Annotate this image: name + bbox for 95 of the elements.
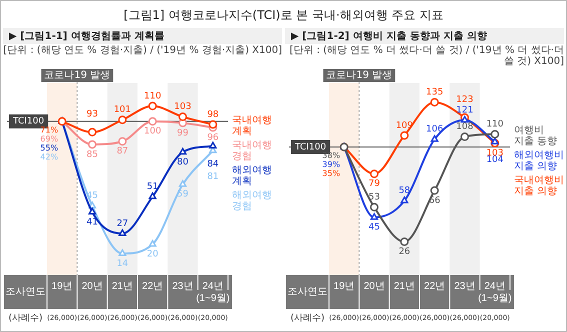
x-tick-label: 19년: [334, 280, 355, 292]
data-label: 110: [486, 120, 504, 130]
x-tick-label: 21년: [112, 280, 133, 292]
data-label: 104: [486, 155, 504, 166]
x-tick-label: 23년: [172, 280, 194, 292]
point: [430, 186, 439, 195]
data-label: 84: [207, 159, 219, 170]
data-label: 100: [144, 126, 162, 137]
point: [209, 142, 217, 148]
point: [430, 98, 439, 106]
x-tick-label: 20년: [364, 280, 385, 292]
point: [400, 131, 409, 140]
point: [400, 237, 409, 246]
x-tick-label: 24년 (1~9월): [196, 280, 230, 304]
annotation: 42%: [40, 152, 58, 162]
x-axis-title: 조사연도: [6, 286, 46, 298]
data-label: 45: [368, 222, 380, 233]
data-label: 96: [207, 132, 219, 143]
point: [370, 170, 378, 178]
data-label: 58: [398, 186, 410, 196]
band-label: 코로나19 발생: [44, 70, 110, 82]
data-label: 51: [146, 182, 158, 192]
data-label: 93: [86, 109, 98, 120]
point: [208, 120, 218, 129]
data-label: 80: [177, 157, 189, 168]
data-label: 135: [426, 88, 444, 98]
data-label: 123: [456, 94, 474, 105]
data-label: 20: [146, 250, 159, 260]
data-label: 121: [456, 105, 474, 116]
annotation: 71%: [40, 125, 58, 134]
ref-line-label: TCI100: [294, 142, 326, 152]
point: [88, 140, 96, 149]
x-tick-label: 22년: [424, 280, 446, 292]
data-label: 26: [398, 247, 410, 258]
point: [460, 132, 469, 142]
point: [370, 202, 378, 212]
point: [178, 180, 187, 187]
x-tick-label: 21년: [394, 280, 415, 292]
x-tick-label: 22년: [142, 280, 164, 292]
x-tick-label: 24년 (1~9월): [478, 280, 512, 304]
data-label: 41: [86, 217, 98, 228]
point: [118, 229, 126, 236]
point: [178, 148, 187, 155]
point: [490, 130, 500, 138]
annotation: 55%: [40, 143, 58, 152]
point: [370, 213, 378, 220]
data-label: 81: [207, 172, 219, 182]
band-label: 코로나19 발생: [326, 70, 392, 82]
data-label: 110: [144, 91, 162, 102]
series-label: 국내여행 경험: [232, 140, 272, 162]
data-label: 99: [177, 128, 189, 138]
annotation: 69%: [40, 134, 58, 144]
x-tick-label: 19년: [52, 280, 73, 292]
data-label: 87: [116, 146, 128, 157]
x-axis-title: 조사연도: [288, 286, 328, 298]
point: [178, 112, 187, 122]
point: [148, 102, 157, 110]
data-label: 14: [116, 258, 128, 269]
point: [118, 249, 126, 256]
text: 해외여행 경험: [232, 190, 272, 212]
series-label: 해외여행비 지출 의향: [514, 150, 564, 172]
chart-subtitle: [단위 : (해당 연도 % 경험·지출) / ('19년 % 경험·지출) X100]: [3, 45, 282, 58]
text: 해외여행 계획: [232, 165, 272, 188]
x-tick-label: 20년: [82, 280, 103, 292]
data-label: 101: [114, 105, 132, 116]
annotation: 39%: [322, 160, 340, 170]
data-label: 53: [368, 192, 380, 203]
point: [148, 192, 156, 200]
series-label: 여행비 지출 동향: [514, 124, 558, 147]
point: [88, 128, 96, 136]
text: 국내여행비 지출 의향: [514, 174, 564, 197]
data-label: 27: [116, 218, 128, 229]
series-label: 국내여행 계획: [232, 115, 272, 138]
annotation: 35%: [322, 169, 340, 178]
ref-line-label: TCI100: [12, 116, 44, 127]
data-label: 103: [174, 102, 192, 112]
point: [148, 117, 157, 126]
text: (사례수): [8, 313, 43, 324]
point: [491, 138, 499, 144]
text: [그림1] 여행코로나지수(TCI)로 본 국내·해외여행 주요 지표: [122, 7, 444, 24]
data-label: 108: [456, 122, 474, 132]
text: (사례수): [290, 313, 325, 324]
point: [400, 196, 408, 204]
point: [88, 208, 96, 215]
point: [118, 116, 127, 124]
chart-title: ▶ [그림1-1] 여행경험률과 계획률: [3, 28, 282, 44]
chart-title: ▶ [그림1-2] 여행비 지출 동향과 지출 의향: [285, 28, 564, 44]
chart-subtitle: [단위 : (해당 연도 % 더 썼다·더 쓸 것) / ('19년 % 더 썼다·더 쓸 것) X100]: [288, 45, 564, 67]
point: [148, 240, 156, 247]
data-label: 98: [207, 110, 219, 120]
x-tick-label: 23년: [454, 280, 476, 292]
data-label: 79: [368, 179, 380, 190]
point: [118, 137, 127, 146]
point: [430, 135, 438, 142]
data-label: 85: [86, 150, 98, 160]
